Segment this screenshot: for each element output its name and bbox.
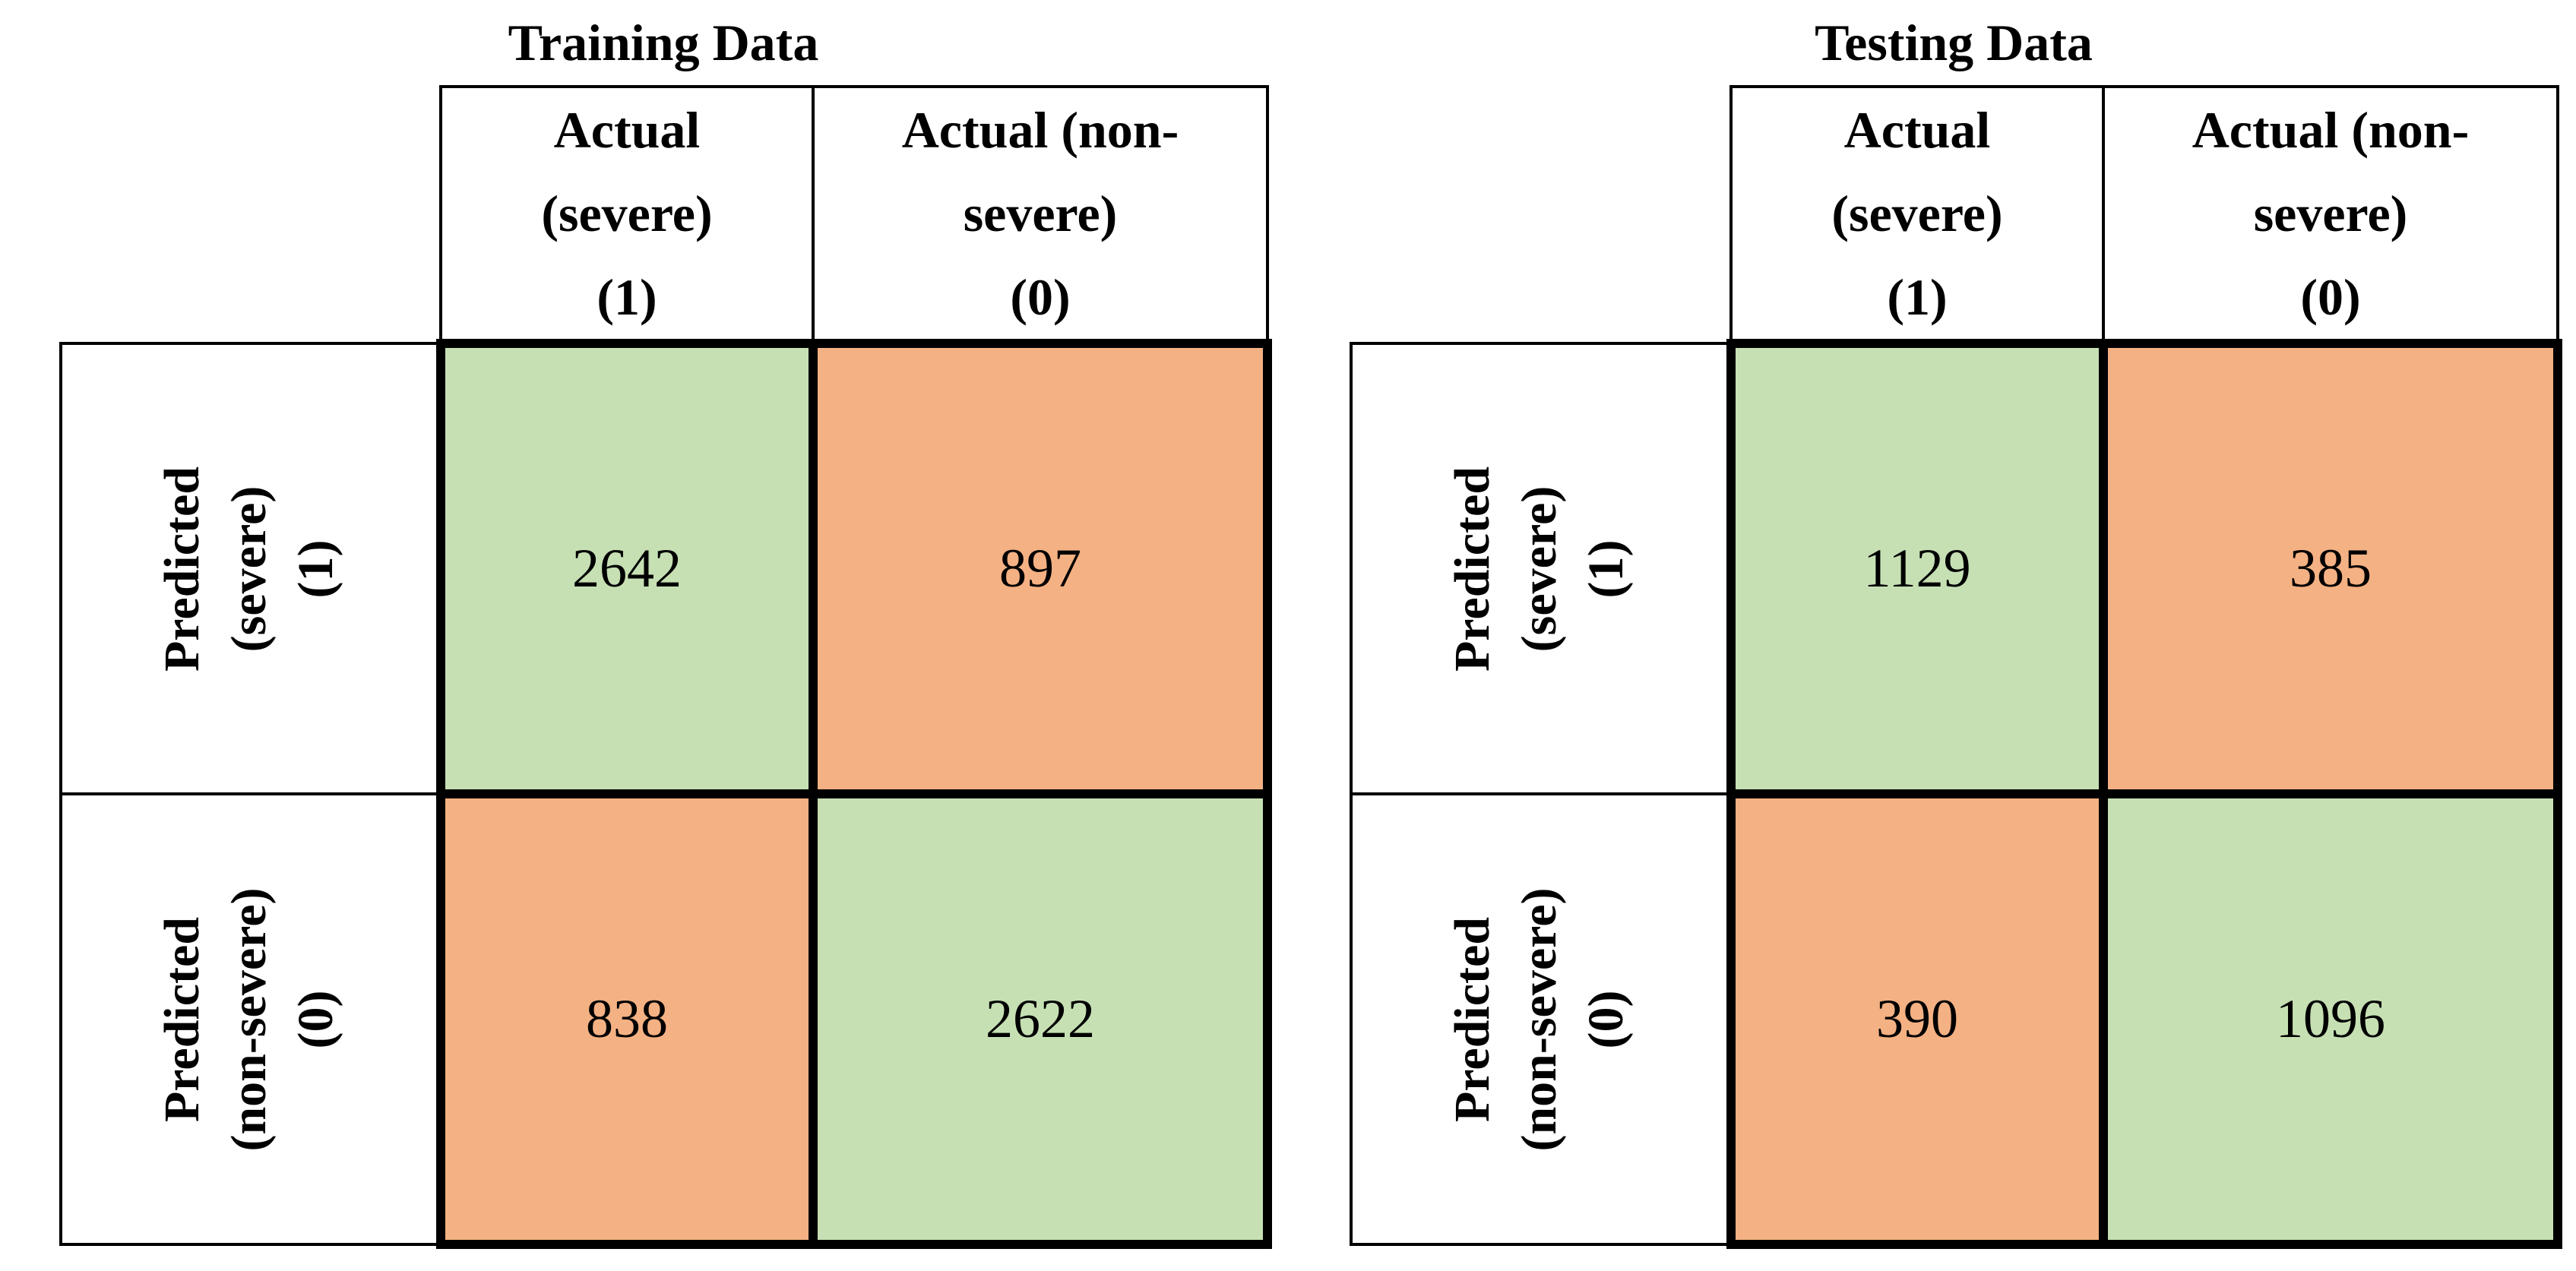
col-header-line: severe) (2253, 185, 2408, 242)
testing-table: Actual (severe) (1) Actual (non- severe)… (1350, 85, 2562, 1249)
cell-value: 385 (2290, 538, 2372, 599)
rotated-row-header: Predicted (non-severe) (0) (1439, 795, 1640, 1244)
cell-false-negative: 838 (436, 789, 818, 1249)
row-header-line: (1) (1578, 539, 1634, 598)
col-header-line: (severe) (1831, 185, 2003, 242)
row-header-line: Predicted (1445, 466, 1500, 672)
row-header-line: (non-severe) (221, 887, 277, 1152)
col-header-actual-nonsevere: Actual (non- severe) (0) (812, 85, 1269, 348)
row-header-line: (1) (288, 539, 343, 598)
cell-true-positive: 2642 (436, 339, 818, 798)
row-header-predicted-severe: Predicted (severe) (1) (1350, 342, 1733, 795)
rotated-row-header: Predicted (non-severe) (0) (149, 795, 350, 1244)
row-header-line: (0) (288, 990, 343, 1048)
cell-true-negative: 2622 (809, 789, 1272, 1249)
rotated-row-header: Predicted (severe) (1) (1439, 345, 1640, 793)
col-header-line: (severe) (541, 185, 713, 242)
cell-value: 838 (586, 988, 668, 1049)
cell-false-positive: 385 (2099, 339, 2562, 798)
col-header-actual-severe: Actual (severe) (1) (1729, 85, 2105, 348)
cell-value: 1096 (2276, 988, 2385, 1049)
corner-spacer (1351, 87, 1731, 343)
corner-spacer (61, 87, 441, 343)
col-header-line: Actual (1843, 101, 1991, 159)
col-header-line: severe) (963, 185, 1118, 242)
testing-title: Testing Data (1815, 13, 2093, 71)
row-header-predicted-severe: Predicted (severe) (1) (59, 342, 442, 795)
row-header-line: (severe) (221, 485, 277, 652)
col-header-line: (1) (597, 268, 657, 326)
cell-value: 897 (999, 538, 1081, 599)
row-header-line: (0) (1578, 990, 1634, 1048)
col-header-line: Actual (553, 101, 701, 159)
col-header-line: Actual (non- (2191, 101, 2470, 159)
cell-value: 1129 (1863, 538, 1971, 599)
cell-true-negative: 1096 (2099, 789, 2562, 1249)
cell-value: 2622 (986, 988, 1095, 1049)
rotated-row-header: Predicted (severe) (1) (149, 345, 350, 793)
row-header-line: Predicted (154, 466, 210, 672)
col-header-actual-severe: Actual (severe) (1) (439, 85, 815, 348)
row-header-line: (non-severe) (1511, 887, 1567, 1152)
col-header-line: (1) (1887, 268, 1948, 326)
col-header-line: (0) (2300, 268, 2361, 326)
training-title: Training Data (508, 13, 819, 71)
row-header-line: (severe) (1511, 485, 1567, 652)
training-table: Actual (severe) (1) Actual (non- severe)… (59, 85, 1272, 1249)
col-header-line: Actual (non- (901, 101, 1179, 159)
row-header-predicted-nonsevere: Predicted (non-severe) (0) (1350, 792, 1733, 1246)
row-header-predicted-nonsevere: Predicted (non-severe) (0) (59, 792, 442, 1246)
cell-true-positive: 1129 (1726, 339, 2108, 798)
cell-false-positive: 897 (809, 339, 1272, 798)
col-header-actual-nonsevere: Actual (non- severe) (0) (2102, 85, 2559, 348)
row-header-line: Predicted (154, 916, 210, 1122)
testing-matrix: Testing Data Actual (severe) (1) Actual … (1350, 0, 2562, 1249)
training-matrix: Training Data Actual (severe) (1) Actual… (59, 0, 1272, 1249)
col-header-line: (0) (1010, 268, 1071, 326)
cell-value: 2642 (572, 538, 682, 599)
cell-false-negative: 390 (1726, 789, 2108, 1249)
row-header-line: Predicted (1445, 916, 1500, 1122)
cell-value: 390 (1876, 988, 1958, 1049)
